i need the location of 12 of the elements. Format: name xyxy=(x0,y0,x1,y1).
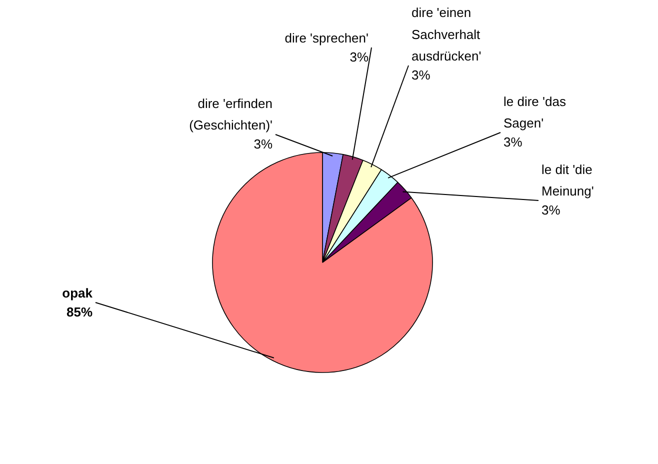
data-label: 85% xyxy=(66,304,93,320)
slice-label: dire 'sprechen' xyxy=(284,30,368,46)
data-label: 3% xyxy=(542,202,561,218)
data-label: 3% xyxy=(504,134,523,150)
slice-label: opak xyxy=(62,286,94,300)
slice-label: dire 'einen Sachverhalt ausdrücken' xyxy=(412,5,482,64)
slice-label: dire 'erfinden (Geschichten)' xyxy=(189,96,273,132)
slice-label: le dire 'das Sagen' xyxy=(504,94,566,130)
data-label: 3% xyxy=(254,136,273,152)
data-label: 3% xyxy=(350,50,369,64)
data-label: 3% xyxy=(412,68,431,82)
slice-label: le dit 'die Meinung' xyxy=(542,162,594,198)
